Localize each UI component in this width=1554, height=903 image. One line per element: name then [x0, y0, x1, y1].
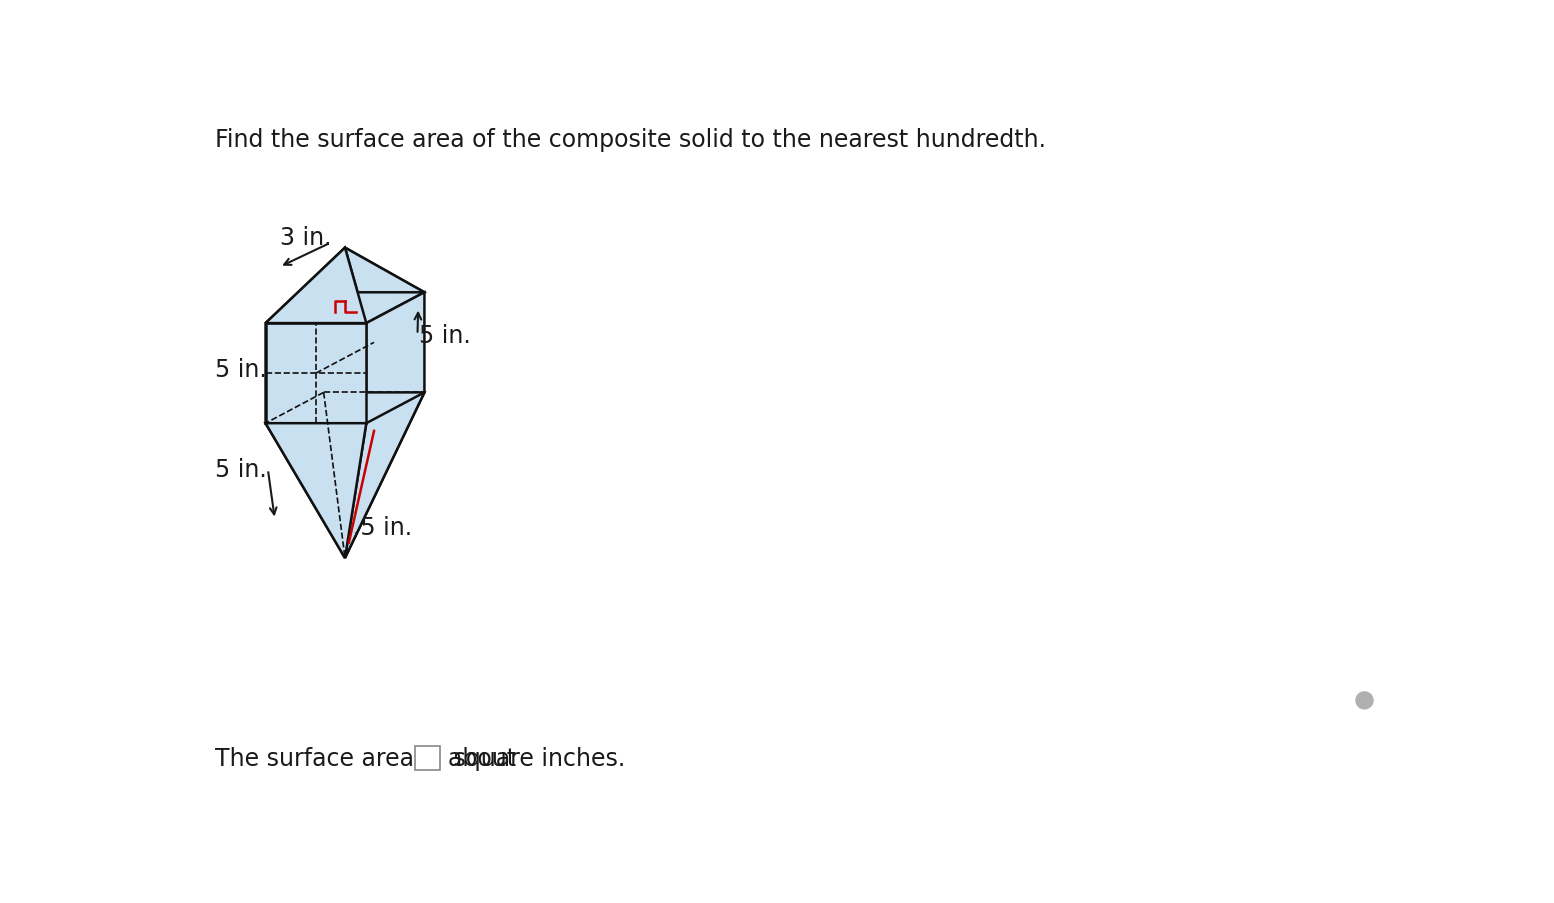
Polygon shape — [266, 323, 367, 424]
Polygon shape — [345, 393, 424, 558]
Polygon shape — [266, 293, 424, 323]
Text: The surface area is about: The surface area is about — [214, 746, 524, 770]
Circle shape — [1357, 692, 1374, 709]
Text: Find the surface area of the composite solid to the nearest hundredth.: Find the surface area of the composite s… — [214, 128, 1046, 153]
Polygon shape — [323, 393, 424, 558]
Polygon shape — [266, 293, 323, 424]
Text: square inches.: square inches. — [446, 746, 625, 770]
Polygon shape — [266, 393, 345, 558]
Text: 7.5 in.: 7.5 in. — [337, 516, 412, 539]
Polygon shape — [367, 293, 424, 424]
Polygon shape — [323, 248, 424, 293]
Polygon shape — [266, 248, 367, 323]
Polygon shape — [266, 248, 345, 323]
Polygon shape — [266, 424, 367, 558]
Text: 5 in.: 5 in. — [214, 358, 267, 382]
Text: 5 in.: 5 in. — [214, 458, 267, 482]
Bar — [415, 746, 440, 770]
Text: 3 in.: 3 in. — [280, 226, 331, 249]
Polygon shape — [345, 248, 424, 323]
Text: 5 in.: 5 in. — [420, 323, 471, 348]
